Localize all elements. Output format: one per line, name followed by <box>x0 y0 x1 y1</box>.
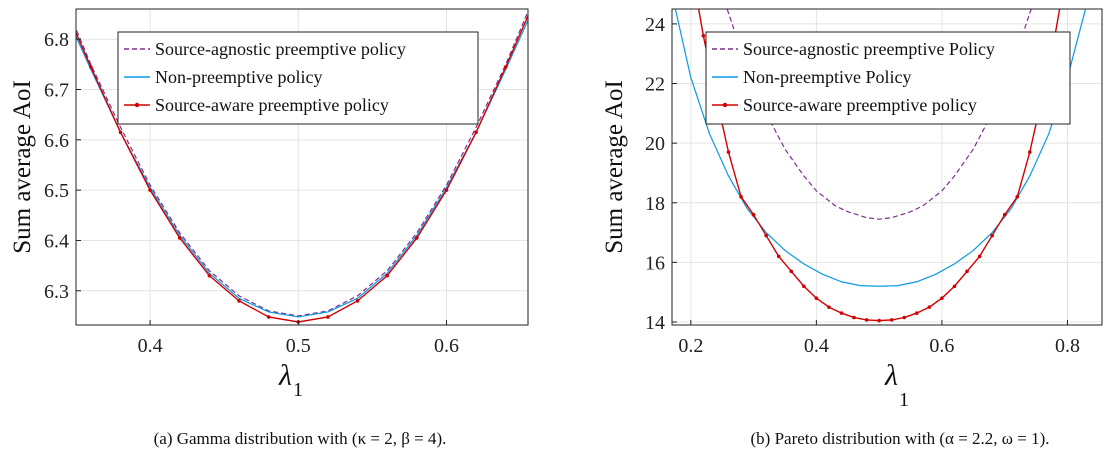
data-point <box>751 212 756 217</box>
y-tick-label: 6.8 <box>44 29 69 51</box>
legend-marker <box>722 102 728 108</box>
caption: (b) Pareto distribution with (α = 2.2, ω… <box>751 429 1050 448</box>
data-point <box>940 296 944 300</box>
legend-label: Source-aware preemptive policy <box>743 95 977 115</box>
y-tick-label: 6.5 <box>44 180 69 202</box>
data-point <box>266 315 271 319</box>
y-tick-label: 6.6 <box>44 130 69 152</box>
data-point <box>739 195 743 199</box>
panel-gamma: 0.4 0.5 0.6 6.3 6.4 6.5 6.6 6.7 6.8 Sum average … <box>9 0 538 448</box>
axes-frame <box>671 8 1103 326</box>
data-point <box>977 254 982 259</box>
y-tick-label: 6.3 <box>44 281 69 303</box>
y-axis-label: Sum average AoI <box>601 80 628 254</box>
series-line-2 <box>76 18 528 318</box>
y-tick-label: 6.4 <box>44 230 69 252</box>
data-point <box>207 273 212 278</box>
data-point <box>59 0 63 1</box>
x-tick-label: 0.6 <box>929 335 954 357</box>
x-tick-label: 0.6 <box>434 335 459 357</box>
legend-label: Source-agnostic preemptive policy <box>155 39 406 59</box>
y-tick-label: 24 <box>645 14 665 36</box>
y-axis-label: Sum average AoI <box>9 80 36 254</box>
x-tick-label: 0.8 <box>1055 335 1080 357</box>
data-point <box>965 269 969 274</box>
data-point <box>148 188 152 192</box>
legend-box <box>117 31 479 125</box>
legend: Source-agnostic preemptive Policy Non-pre… <box>705 31 1071 125</box>
plot-area <box>674 9 1087 323</box>
data-point <box>952 284 957 289</box>
data-point <box>789 269 794 274</box>
data-point <box>927 305 932 309</box>
axes-frame <box>75 8 529 326</box>
x-axis-label: λ <box>884 359 898 392</box>
x-axis-label-subscript: 1 <box>293 379 303 401</box>
panel-pareto: 0.2 0.4 0.6 0.8 14 16 18 20 22 24 Sum average AoI… <box>601 8 1103 448</box>
data-point <box>802 284 806 289</box>
data-point <box>764 233 768 238</box>
data-point <box>326 315 330 319</box>
caption: (a) Gamma distribution with (κ = 2, β = … <box>154 429 447 448</box>
x-axis-label: λ <box>278 359 292 392</box>
data-point <box>503 65 508 69</box>
legend-label: Source-aware preemptive policy <box>155 95 389 115</box>
x-tick-label: 0.2 <box>678 335 703 357</box>
y-tick-label: 22 <box>645 74 665 96</box>
data-point <box>385 273 390 278</box>
data-point <box>902 315 907 320</box>
legend-label: Source-agnostic preemptive Policy <box>743 39 995 59</box>
data-point <box>415 236 419 240</box>
data-point <box>444 188 449 192</box>
data-point <box>864 318 869 322</box>
data-point <box>355 299 360 303</box>
y-tick-label: 14 <box>645 312 665 334</box>
data-point <box>177 236 182 240</box>
y-tick-label: 20 <box>645 133 665 155</box>
y-tick-label: 18 <box>645 193 665 215</box>
legend-box <box>705 31 1071 125</box>
x-tick-label: 0.4 <box>804 335 829 357</box>
data-point <box>827 305 831 309</box>
data-point <box>1015 195 1020 199</box>
legend-label: Non-preemptive policy <box>155 67 322 87</box>
data-point <box>118 130 123 135</box>
data-point <box>990 233 994 238</box>
series-line-2 <box>674 9 1087 287</box>
series-line-1 <box>726 9 1032 220</box>
y-tick-label: 6.7 <box>44 80 69 102</box>
y-tick-label: 16 <box>645 252 665 274</box>
legend-marker <box>134 102 140 108</box>
ticks: 0.4 0.5 0.6 6.3 6.4 6.5 6.6 6.7 6.8 <box>44 29 459 357</box>
legend-label: Non-preemptive Policy <box>743 67 911 87</box>
data-point <box>89 65 93 69</box>
data-point <box>915 311 919 315</box>
data-point <box>776 254 781 259</box>
data-point <box>889 318 894 322</box>
x-tick-label: 0.5 <box>286 335 311 357</box>
data-point <box>701 34 706 38</box>
data-point <box>726 150 731 154</box>
series-line-1 <box>76 9 528 317</box>
data-point <box>237 299 241 303</box>
data-point <box>852 315 856 320</box>
data-point <box>839 311 844 315</box>
ticks: 0.2 0.4 0.6 0.8 14 16 18 20 22 24 <box>645 14 1080 357</box>
data-point <box>1028 150 1032 154</box>
legend: Source-agnostic preemptive policy Non-pre… <box>117 31 479 125</box>
data-point <box>534 0 538 1</box>
x-tick-label: 0.4 <box>138 335 163 357</box>
x-axis-label-subscript: 1 <box>899 389 909 411</box>
data-point <box>877 318 881 323</box>
data-point <box>474 130 478 135</box>
data-point <box>814 296 819 300</box>
data-point <box>1002 212 1007 217</box>
